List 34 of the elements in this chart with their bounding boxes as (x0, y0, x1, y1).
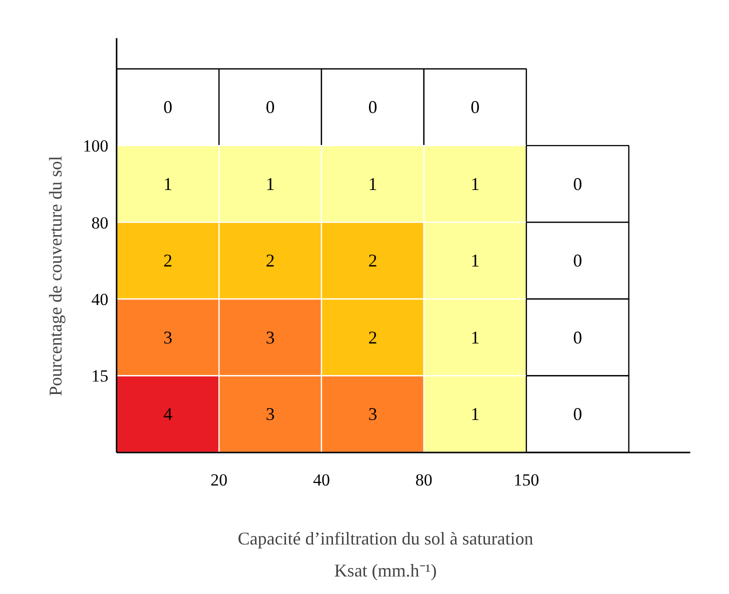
text: 40 (312, 470, 330, 490)
data-label: 3 (368, 404, 378, 424)
data-label: 1 (470, 174, 480, 194)
data-label: 1 (470, 327, 480, 348)
data-label: 1 (470, 404, 480, 424)
text: 100 (82, 136, 108, 156)
data-label: 3 (163, 327, 172, 348)
data-label: 4 (163, 404, 172, 424)
data-label: 1 (163, 174, 172, 194)
data-label: 2 (368, 250, 378, 271)
data-label: 3 (266, 327, 275, 348)
y-axis-title: Pourcentage de couverture du sol (46, 156, 66, 396)
text: 40 (91, 290, 108, 310)
data-label: 0 (573, 250, 582, 271)
data-label: 0 (266, 97, 275, 118)
data-label: 1 (266, 174, 275, 194)
data-label: 0 (470, 97, 480, 118)
data-label: 0 (573, 327, 582, 348)
data-label: 2 (163, 250, 172, 271)
text: 15 (91, 366, 108, 386)
data-label: 2 (368, 327, 378, 348)
data-label: 1 (470, 250, 480, 271)
text: 20 (210, 470, 228, 490)
data-label: 1 (368, 174, 378, 194)
data-label: 0 (573, 404, 582, 424)
text: 150 (514, 470, 540, 490)
x-axis-title: Capacité d’infiltration du sol à saturation Ksat (mm.h⁻¹) (238, 528, 534, 580)
data-label: 0 (163, 97, 172, 118)
text: 80 (91, 213, 108, 232)
data-label: 0 (573, 174, 582, 194)
data-label: 2 (266, 250, 275, 271)
data-label: 3 (266, 404, 275, 424)
data-label: 0 (368, 97, 378, 118)
text: 80 (415, 470, 432, 490)
